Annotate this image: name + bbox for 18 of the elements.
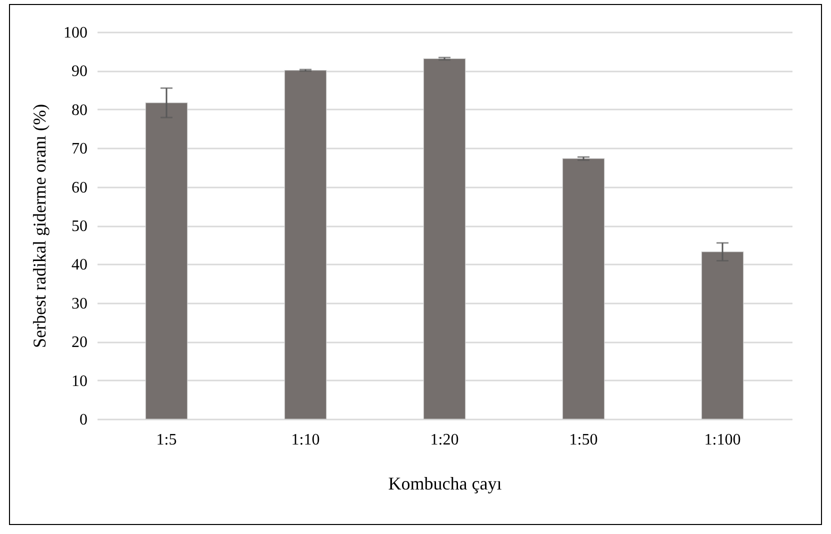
y-tick-label: 10 [72, 372, 88, 390]
y-tick-label: 90 [72, 63, 88, 80]
y-axis-title: Serbest radikal giderme oranı (%) [30, 104, 50, 348]
x-tick-label: 1:100 [704, 432, 741, 448]
y-tick-label: 0 [80, 412, 88, 428]
y-tick-label: 70 [72, 140, 88, 158]
x-tick-label: 1:50 [569, 432, 598, 448]
y-tick-label: 20 [72, 334, 88, 352]
y-tick-label: 80 [72, 102, 88, 119]
y-tick-label: 60 [72, 179, 88, 196]
y-tick-label: 50 [72, 218, 88, 235]
x-tick-label: 1:10 [291, 432, 320, 448]
y-tick-label: 40 [72, 256, 88, 274]
x-tick-label: 1:5 [156, 432, 177, 448]
y-tick-label: 100 [64, 24, 88, 42]
x-axis-title: Kombucha çayı [388, 474, 502, 494]
x-tick-label: 1:20 [430, 432, 459, 448]
y-tick-label: 30 [72, 295, 88, 312]
